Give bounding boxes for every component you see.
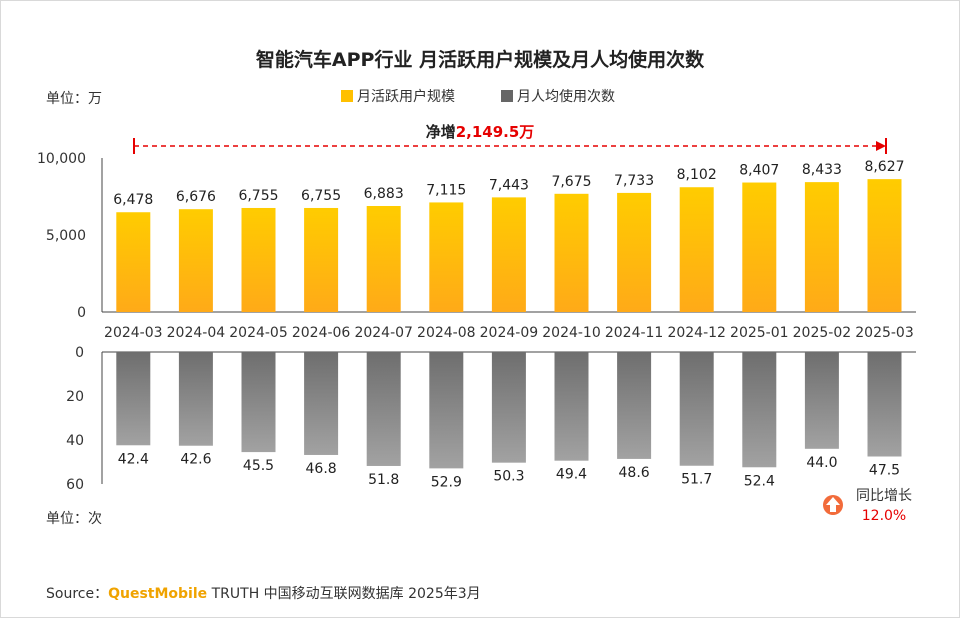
x-tick-label: 2025-02	[793, 325, 852, 341]
mau-data-label: 8,102	[677, 167, 717, 183]
usage-data-label: 49.4	[556, 467, 587, 483]
source-rest: TRUTH 中国移动互联网数据库 2025年3月	[211, 586, 481, 602]
x-tick-label: 2024-06	[292, 325, 351, 341]
up-arrow-glyph	[826, 497, 840, 512]
legend-swatch-mau	[341, 90, 353, 102]
usage-data-label: 48.6	[619, 465, 650, 481]
x-tick-label: 2025-01	[730, 325, 789, 341]
usage-bar	[241, 352, 276, 453]
mau-bar	[366, 206, 401, 312]
x-tick-label: 2024-11	[605, 325, 664, 341]
net-increase-prefix: 净增	[426, 123, 456, 141]
mau-bar	[679, 187, 714, 312]
x-tick-label: 2024-03	[104, 325, 163, 341]
legend-swatch-usage	[501, 90, 513, 102]
mau-bar	[804, 182, 839, 312]
x-tick-label: 2024-12	[667, 325, 726, 341]
mau-data-label: 8,627	[864, 159, 904, 175]
usage-bar	[304, 352, 339, 455]
x-tick-label: 2024-10	[542, 325, 601, 341]
legend-label-usage: 月人均使用次数	[517, 88, 615, 105]
x-tick-label: 2024-07	[354, 325, 413, 341]
usage-bar	[617, 352, 652, 459]
unit-label-bottom: 单位：次	[46, 511, 102, 527]
usage-bar	[116, 352, 151, 446]
x-tick-label: 2024-04	[167, 325, 226, 341]
mau-data-label: 7,115	[426, 182, 466, 198]
x-tick-label: 2025-03	[855, 325, 914, 341]
usage-data-label: 45.5	[243, 458, 274, 474]
yoy-value: 12.0%	[862, 508, 906, 524]
net-increase-arrow-head	[876, 141, 886, 151]
top-y-tick-label: 10,000	[37, 151, 86, 167]
yoy-annotation: 同比增长 12.0%	[823, 488, 912, 524]
bottom-y-tick-label: 60	[66, 477, 84, 493]
usage-data-label: 50.3	[493, 469, 524, 485]
mau-bar	[241, 207, 276, 312]
net-increase-label: 净增2,149.5万	[426, 123, 535, 141]
top-y-tick-label: 0	[77, 305, 86, 321]
usage-bar	[366, 352, 401, 466]
top-y-tick-label: 5,000	[46, 228, 86, 244]
usage-bar	[554, 352, 589, 461]
usage-data-label: 46.8	[306, 461, 337, 477]
usage-data-label: 47.5	[869, 463, 900, 479]
mau-data-label: 7,443	[489, 177, 529, 193]
mau-bar	[617, 192, 652, 312]
chart-title: 智能汽车APP行业 月活跃用户规模及月人均使用次数	[256, 48, 705, 71]
net-increase-value: 2,149.5万	[456, 123, 535, 141]
mau-data-label: 6,676	[176, 189, 216, 205]
bottom-y-tick-label: 40	[66, 433, 84, 449]
yoy-label: 同比增长	[856, 488, 912, 504]
usage-data-label: 51.7	[681, 472, 712, 488]
x-tick-label: 2024-09	[480, 325, 539, 341]
source-brand: QuestMobile	[108, 586, 208, 602]
mau-data-label: 7,675	[551, 174, 591, 190]
source-line: Source：QuestMobile TRUTH 中国移动互联网数据库 2025…	[46, 583, 481, 603]
mau-bar	[554, 193, 589, 312]
usage-bar	[679, 352, 714, 466]
bottom-y-tick-label: 0	[75, 345, 84, 361]
mau-data-label: 6,478	[113, 192, 153, 208]
mau-data-label: 6,755	[301, 188, 341, 204]
mau-bar	[742, 182, 777, 312]
x-tick-label: 2024-05	[229, 325, 288, 341]
unit-label-top: 单位：万	[46, 91, 102, 107]
mau-data-label: 6,755	[238, 188, 278, 204]
usage-bar	[867, 352, 902, 457]
mau-bar	[178, 209, 213, 312]
x-tick-label: 2024-08	[417, 325, 476, 341]
mau-bar	[116, 212, 151, 312]
mau-data-label: 6,883	[364, 186, 404, 202]
mau-data-label: 7,733	[614, 173, 654, 189]
usage-bar	[178, 352, 213, 446]
usage-data-label: 52.9	[431, 474, 462, 490]
usage-data-label: 42.4	[118, 451, 149, 467]
mau-bar	[429, 202, 464, 312]
usage-data-label: 42.6	[180, 452, 211, 468]
source-prefix: Source：	[46, 586, 109, 602]
legend-label-mau: 月活跃用户规模	[357, 88, 455, 105]
mau-bar	[867, 179, 902, 312]
mau-data-label: 8,407	[739, 163, 779, 179]
usage-bar	[804, 352, 839, 449]
bottom-y-tick-label: 20	[66, 389, 84, 405]
usage-data-label: 51.8	[368, 472, 399, 488]
usage-data-label: 52.4	[744, 473, 775, 489]
mau-bar	[304, 207, 339, 312]
usage-bar	[429, 352, 464, 469]
usage-data-label: 44.0	[806, 455, 837, 471]
usage-bar	[742, 352, 777, 468]
mau-data-label: 8,433	[802, 162, 842, 178]
usage-bar	[491, 352, 526, 463]
mau-bar	[491, 197, 526, 312]
